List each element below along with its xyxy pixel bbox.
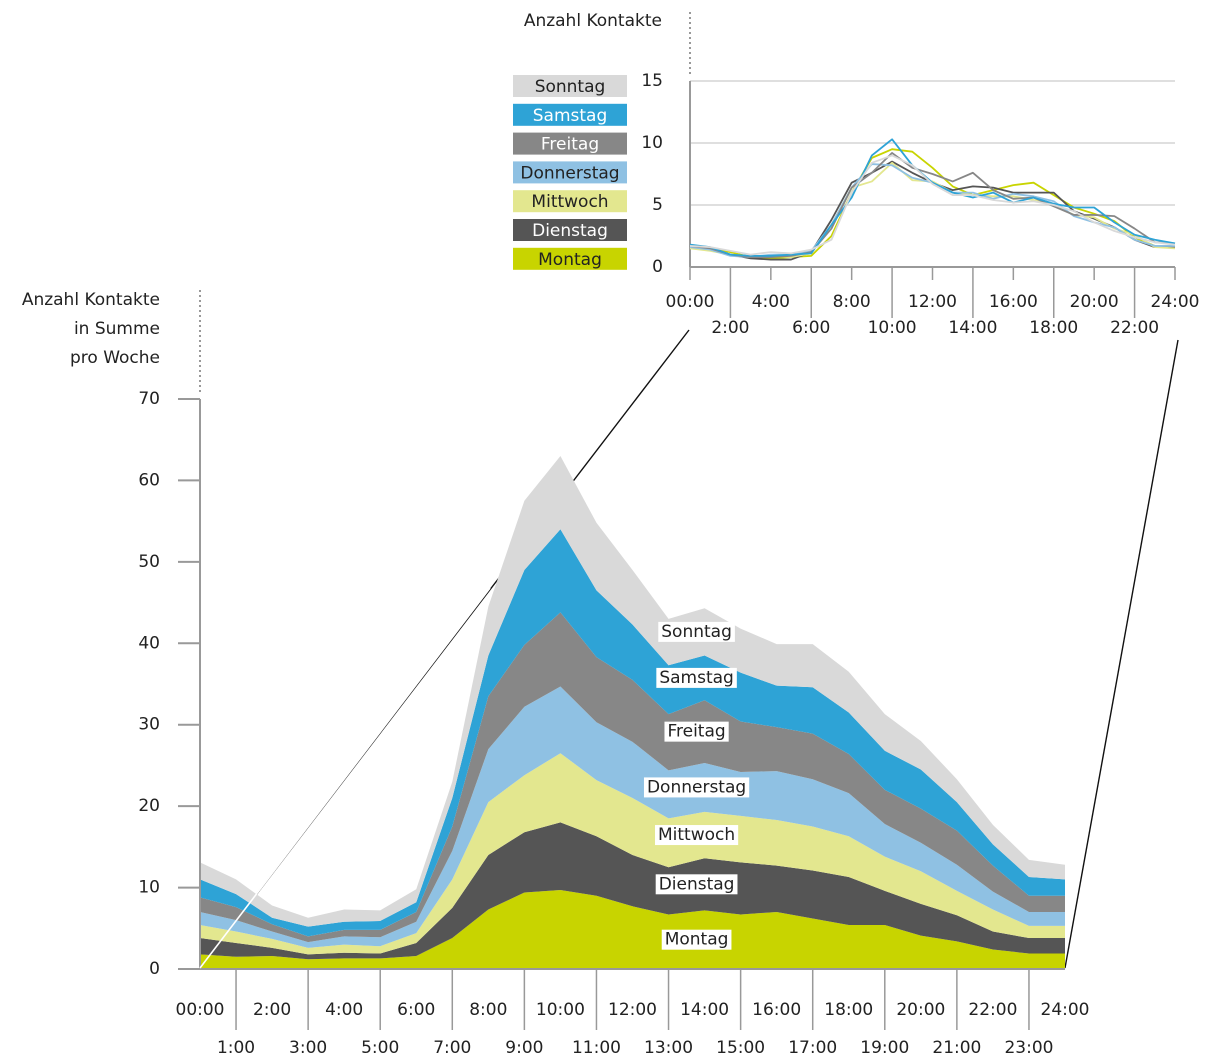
x-tick-label: 13:00 [644,1038,693,1056]
area-label: Freitag [667,722,725,742]
y-tick-label: 20 [138,796,160,816]
legend-swatch [513,103,627,126]
x-tick-label: 7:00 [433,1038,471,1056]
legend-label: Dienstag [532,221,608,241]
line [689,138,1176,257]
area [200,753,1065,955]
area-label: Sonntag [661,622,732,642]
x-tick-label: 4:00 [325,1000,363,1020]
x-tick-label: 8:00 [833,292,871,312]
area [200,890,1065,969]
x-tick-label: 20:00 [1070,292,1119,312]
y-tick-label: 70 [138,389,160,409]
x-tick-label: 12:00 [608,1000,657,1020]
legend-swatch [513,75,627,97]
x-tick-label: 18:00 [1029,318,1078,338]
x-tick-label: 22:00 [968,1000,1017,1020]
x-tick-label: 6:00 [792,318,830,338]
line [689,163,1175,258]
x-tick-label: 00:00 [666,292,715,312]
area-labels: Montag Dienstag Mittwoch Donnerstag Freitag S… [643,621,750,950]
x-tick-label: 2:00 [253,1000,291,1020]
inset-chart: Anzahl Kontakte 0 5 10 15 00:00 2:004:006:008:… [513,11,1200,338]
legend-label: Freitag [541,135,599,155]
x-tick-label: 2:00 [711,318,749,338]
line [689,154,1176,256]
x-tick-label: 4:00 [752,292,790,312]
line [689,152,1176,258]
area-label: Dienstag [659,874,735,894]
legend-label: Samstag [533,106,608,126]
x-tick-label: 24:00 [1151,292,1200,312]
line [689,148,1176,260]
legend-label: Donnerstag [520,163,619,183]
y-tick-label: 0 [149,959,160,979]
area-label: Montag [665,930,729,950]
x-tick-label: 18:00 [824,1000,873,1020]
legend-swatch [513,190,627,213]
y-tick-label: 10 [641,133,663,153]
y-tick-label: 5 [652,195,663,215]
legend-label: Montag [538,250,602,270]
y-tick-label: 30 [138,715,160,735]
x-tick-label: 9:00 [505,1038,543,1056]
x-tick-label: 21:00 [932,1038,981,1056]
legend-label: Sonntag [535,77,606,97]
y-tick-label: 40 [138,633,160,653]
x-tick-label: 22:00 [1110,318,1159,338]
area-label-box [664,721,729,742]
legend-label: Mittwoch [531,192,608,212]
x-tick-label: 10:00 [536,1000,585,1020]
x-tick-label: 17:00 [788,1038,837,1056]
area-label-box [658,621,735,642]
x-tick-label: 12:00 [908,292,957,312]
area-label-box [655,874,738,895]
y-axis-label: pro Woche [70,348,160,368]
area-label: Mittwoch [658,825,735,845]
x-tick-label: 5:00 [361,1038,399,1056]
area-label-box [656,667,737,688]
x-tick-label: 16:00 [989,292,1038,312]
x-tick-label: 16:00 [752,1000,801,1020]
area-label-box [643,777,750,798]
x-tick-label: 24:00 [1041,1000,1090,1020]
y-tick-label: 50 [138,552,160,572]
legend-swatch [513,132,627,155]
legend-swatch [513,247,627,270]
y-tick-label: 15 [641,71,663,91]
zoom-connector-overlay [199,587,491,969]
x-tick-label: 14:00 [948,318,997,338]
x-tick-label: 00:00 [176,1000,225,1020]
x-tick-label: 11:00 [572,1038,621,1056]
line [689,160,1175,261]
x-tick-label: 15:00 [716,1038,765,1056]
legend-swatch [513,219,627,241]
area-label: Donnerstag [647,777,746,797]
legend-swatch [513,161,627,184]
y-tick-label: 0 [652,257,663,277]
x-tick-label: 19:00 [860,1038,909,1056]
y-axis-label: in Summe [74,319,160,339]
x-tick-label: 20:00 [896,1000,945,1020]
x-tick-label: 6:00 [397,1000,435,1020]
area [200,822,1065,960]
area-label: Samstag [659,668,734,688]
line [689,161,1176,258]
area-label-box [661,929,732,950]
area-label-box [655,825,739,846]
x-tick-label: 1:00 [217,1038,255,1056]
main-chart: 0 10 20 30 40 50 60 70 Anzahl Kontakte in Summe pr… [22,290,1090,1056]
x-tick-label: 23:00 [1004,1038,1053,1056]
x-tick-label: 8:00 [469,1000,507,1020]
x-tick-label: 3:00 [289,1038,327,1056]
inset-title: Anzahl Kontakte [524,11,662,31]
x-tick-label: 10:00 [868,318,917,338]
zoom-connector [1064,339,1179,969]
y-axis-label: Anzahl Kontakte [22,290,160,310]
y-tick-label: 60 [138,470,160,490]
x-tick-label: 14:00 [680,1000,729,1020]
y-tick-label: 10 [138,878,160,898]
